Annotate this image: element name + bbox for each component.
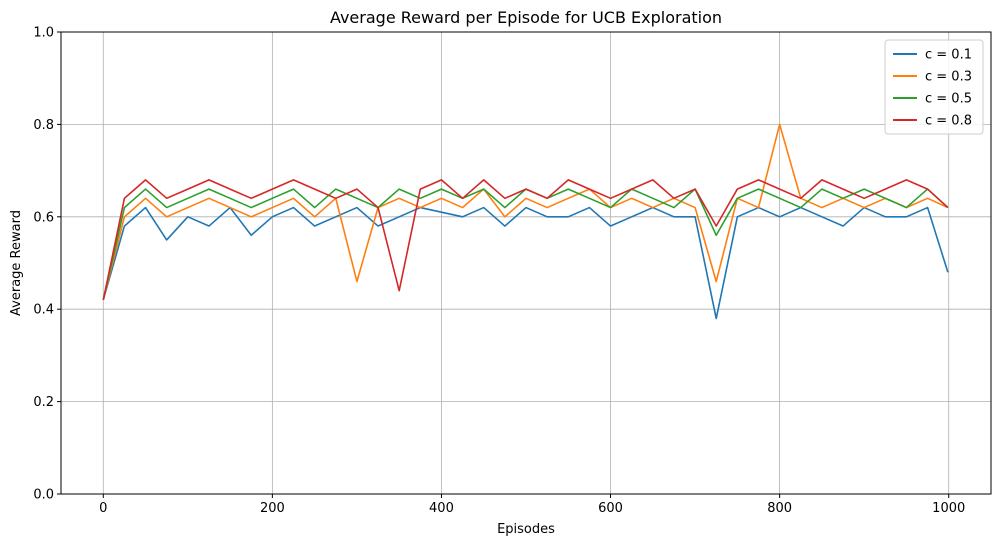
- series-lines: [102, 123, 949, 320]
- legend-frame: [884, 39, 984, 135]
- x-tick-label: 200: [260, 501, 285, 516]
- legend-label: c = 0.5: [925, 92, 972, 107]
- series-line-4: [102, 179, 949, 301]
- y-tick-label: 0.6: [33, 210, 54, 225]
- chart-title: Average Reward per Episode for UCB Explo…: [330, 8, 722, 27]
- legend-label: c = 0.1: [925, 48, 972, 63]
- x-tick-label: 0: [99, 501, 107, 516]
- y-tick-label: 0.2: [33, 395, 54, 410]
- y-axis: 0.0 0.2 0.4 0.6 0.8 1.0: [33, 26, 61, 503]
- x-axis: 0 200 400 600 800 1000: [99, 494, 965, 516]
- legend: c = 0.1 c = 0.3 c = 0.5 c = 0.8: [884, 39, 984, 135]
- plot-frame: [60, 31, 992, 495]
- y-axis-label: Average Reward: [9, 210, 24, 316]
- x-tick-label: 600: [598, 501, 623, 516]
- legend-label: c = 0.3: [925, 70, 972, 85]
- x-tick-label: 1000: [932, 501, 965, 516]
- x-tick-label: 800: [767, 501, 792, 516]
- series-line-1: [102, 206, 949, 320]
- y-tick-label: 0.0: [33, 488, 54, 503]
- x-axis-label: Episodes: [497, 522, 555, 537]
- y-tick-label: 0.4: [33, 303, 54, 318]
- y-tick-label: 1.0: [33, 26, 54, 41]
- x-tick-label: 400: [429, 501, 454, 516]
- legend-label: c = 0.8: [925, 114, 972, 129]
- y-tick-label: 0.8: [33, 118, 54, 133]
